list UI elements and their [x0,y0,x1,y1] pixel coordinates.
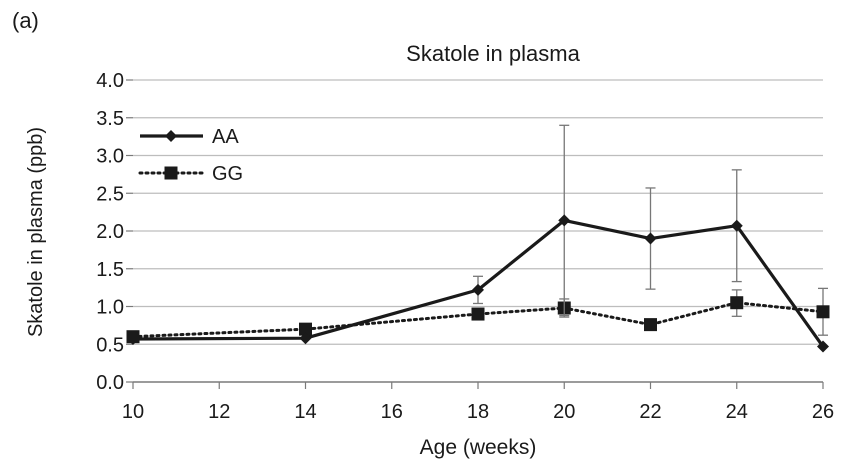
data-point-aa [472,283,484,296]
y-tick-label: 0.5 [96,334,124,356]
data-point-aa [644,232,657,245]
chart-title: Skatole in plasma [406,41,580,66]
x-tick-label: 12 [208,401,230,423]
x-tick-label: 16 [381,401,403,423]
data-point-aa [817,340,829,353]
x-tick-label: 10 [122,401,144,423]
y-tick-label: 0.0 [96,372,124,394]
x-tick-label: 24 [726,401,748,423]
y-tick-label: 2.5 [96,183,124,205]
data-point-gg [730,296,744,310]
y-tick-label: 3.5 [96,108,124,130]
data-point-aa [299,332,312,345]
legend-label-gg: GG [212,163,243,185]
y-tick-label: 3.0 [96,146,124,168]
series-aa [127,124,829,353]
y-tick-label: 1.5 [96,259,124,281]
data-point-gg [471,307,485,321]
legend-item-gg: GG [138,163,243,185]
y-axis-ticks: 0.0 0.5 1.0 1.5 2.0 2.5 3.0 3.5 4.0 [96,70,133,394]
series-layer [126,124,830,353]
y-axis-label: Skatole in plasma (ppb) [25,127,47,337]
x-tick-label: 18 [467,401,489,423]
legend-label-aa: AA [212,126,239,148]
x-tick-label: 20 [553,401,575,423]
y-tick-label: 1.0 [96,297,124,319]
data-point-aa [558,214,571,227]
x-tick-label: 14 [294,401,316,423]
legend-marker-aa [165,130,177,142]
gridlines [133,79,823,345]
x-axis-label: Age (weeks) [420,436,537,459]
data-point-gg [816,305,830,319]
y-tick-label: 4.0 [96,70,124,92]
data-point-aa [730,219,743,232]
data-point-aa [127,332,139,345]
data-point-gg [299,322,312,336]
x-tick-label: 26 [812,401,834,423]
legend-item-aa: AA [140,126,239,148]
panel-label: (a) [12,8,39,33]
y-tick-label: 2.0 [96,221,124,243]
data-point-gg [644,318,657,332]
legend: AA GG [138,126,243,185]
x-axis-ticks: 10 12 14 16 18 20 22 24 26 [122,382,834,423]
legend-marker-gg [164,166,178,180]
x-tick-label: 22 [639,401,661,423]
